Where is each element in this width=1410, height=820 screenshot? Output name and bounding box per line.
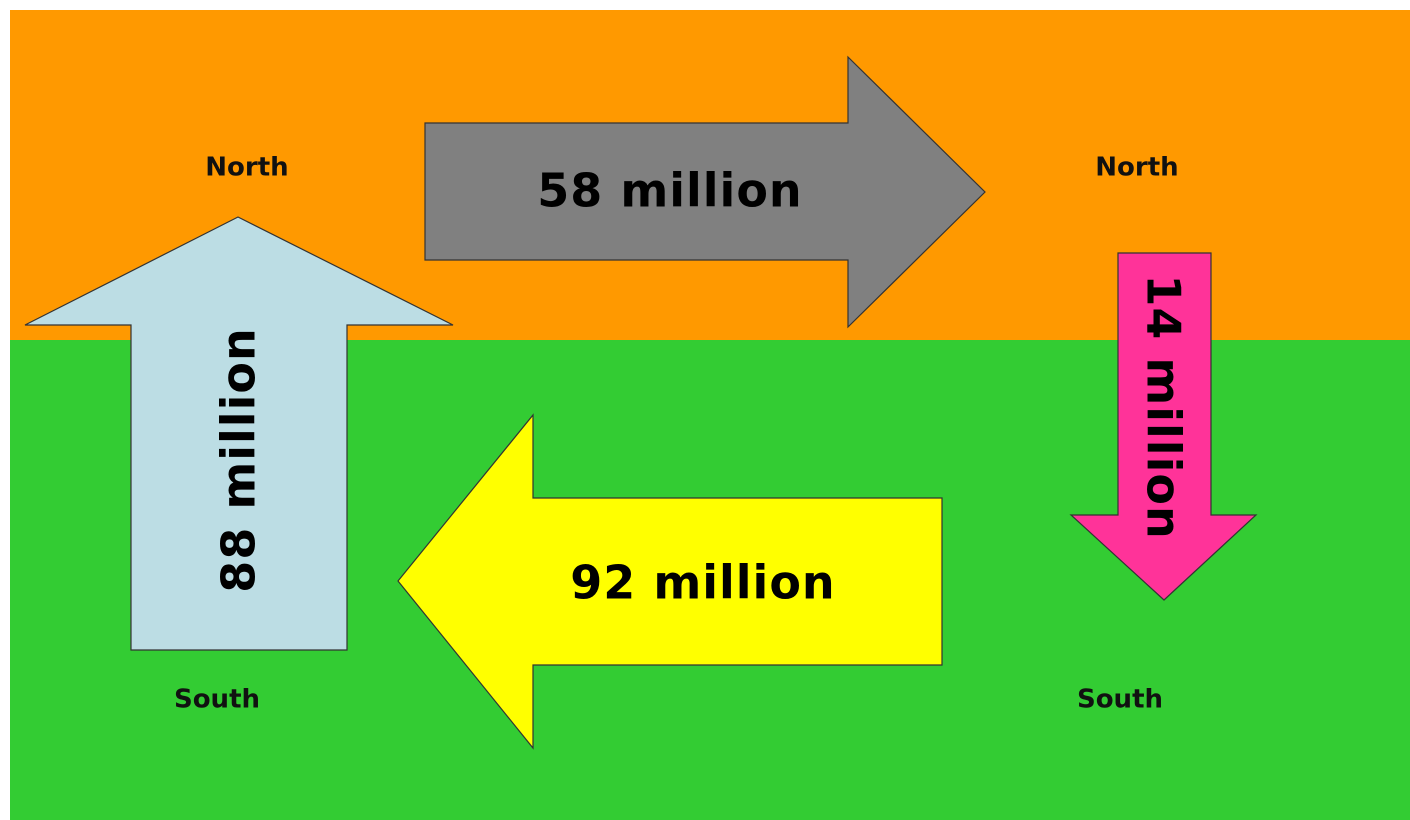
arrow-label: 92 million <box>570 556 835 610</box>
node-label: South <box>1077 685 1163 715</box>
arrow-south-to-south <box>397 413 943 750</box>
arrow-label: 14 million <box>1137 274 1191 539</box>
arrow-label: 88 million <box>212 327 266 592</box>
arrow-south-to-north <box>24 216 454 651</box>
node-label: North <box>1095 153 1178 183</box>
arrow-label: 58 million <box>537 164 802 218</box>
arrow-north-to-south <box>1069 252 1258 601</box>
node-label: South <box>174 685 260 715</box>
arrow-north-to-north <box>424 55 986 329</box>
node-label: North <box>205 153 288 183</box>
